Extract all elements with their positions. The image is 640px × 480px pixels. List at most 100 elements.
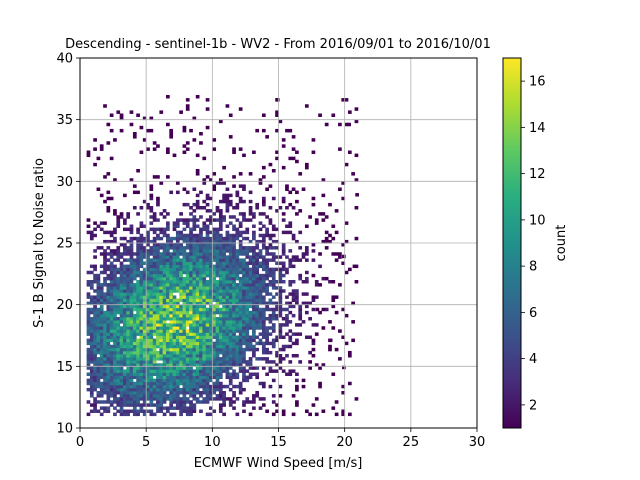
heatmap-cell	[149, 187, 154, 191]
heatmap-cell	[126, 313, 131, 318]
heatmap-cell	[152, 264, 157, 269]
heatmap-cell	[119, 270, 124, 275]
heatmap-cell	[175, 236, 180, 241]
heatmap-cell	[212, 350, 217, 355]
heatmap-cell	[212, 357, 217, 361]
heatmap-cell	[252, 289, 256, 293]
heatmap-cell	[215, 310, 220, 315]
heatmap-cell	[132, 258, 137, 262]
heatmap-cell	[99, 292, 104, 296]
heatmap-cell	[132, 184, 137, 188]
heatmap-cell	[113, 289, 117, 293]
heatmap-cell	[271, 310, 276, 315]
heatmap-cell	[126, 372, 131, 376]
heatmap-cell	[113, 397, 117, 401]
heatmap-cell	[242, 184, 246, 188]
heatmap-cell	[215, 239, 220, 244]
heatmap-cell	[159, 261, 164, 265]
heatmap-cell	[159, 403, 164, 407]
heatmap-cell	[166, 369, 170, 373]
heatmap-cell	[189, 230, 193, 235]
heatmap-cell	[232, 354, 236, 358]
heatmap-cell	[232, 261, 236, 265]
heatmap-cell	[209, 215, 213, 219]
heatmap-cell	[126, 212, 131, 216]
heatmap-cell	[132, 400, 137, 404]
heatmap-cell	[212, 258, 217, 262]
heatmap-cell	[185, 344, 190, 349]
heatmap-cell	[136, 286, 140, 290]
heatmap-cell	[166, 289, 170, 293]
heatmap-cell	[96, 292, 101, 296]
heatmap-cell	[139, 360, 144, 364]
heatmap-cell	[232, 394, 236, 398]
heatmap-cell	[159, 227, 164, 232]
heatmap-cell	[96, 394, 101, 398]
heatmap-cell	[182, 249, 187, 253]
heatmap-cell	[106, 375, 111, 380]
heatmap-cell	[93, 221, 97, 225]
heatmap-cell	[192, 387, 197, 392]
heatmap-cell	[209, 301, 213, 306]
heatmap-cell	[152, 384, 157, 389]
heatmap-cell	[142, 304, 147, 309]
heatmap-cell	[252, 347, 256, 352]
heatmap-cell	[268, 298, 273, 302]
heatmap-cell	[202, 366, 207, 370]
heatmap-cell	[89, 286, 94, 290]
heatmap-cell	[291, 233, 296, 238]
heatmap-cell	[103, 104, 107, 108]
heatmap-cell	[281, 249, 286, 253]
heatmap-cell	[116, 329, 121, 333]
heatmap-cell	[156, 363, 160, 367]
heatmap-cell	[159, 347, 164, 352]
heatmap-cell	[156, 243, 160, 247]
heatmap-cell	[258, 295, 263, 299]
heatmap-cell	[119, 298, 124, 302]
heatmap-cell	[238, 258, 243, 262]
heatmap-cell	[212, 286, 217, 290]
heatmap-cell	[248, 313, 253, 318]
heatmap-cell	[169, 363, 174, 367]
heatmap-cell	[149, 320, 154, 324]
heatmap-cell	[271, 252, 276, 256]
heatmap-cell	[195, 280, 200, 284]
heatmap-cell	[291, 304, 296, 309]
heatmap-cell	[195, 326, 200, 330]
heatmap-cell	[222, 298, 226, 302]
heatmap-cell	[212, 391, 217, 395]
heatmap-cell	[179, 329, 183, 333]
heatmap-cell	[123, 363, 127, 367]
heatmap-cell	[159, 307, 164, 312]
heatmap-cell	[136, 320, 140, 324]
heatmap-cell	[318, 366, 322, 370]
heatmap-cell	[169, 384, 174, 389]
heatmap-cell	[136, 295, 140, 299]
heatmap-cell	[225, 347, 230, 352]
heatmap-cell	[166, 264, 170, 269]
heatmap-cell	[103, 276, 107, 281]
heatmap-cell	[106, 317, 111, 321]
heatmap-cell	[311, 323, 316, 327]
heatmap-cell	[242, 153, 246, 158]
heatmap-cell	[172, 249, 177, 253]
heatmap-cell	[136, 310, 140, 315]
heatmap-cell	[252, 267, 256, 272]
heatmap-cell	[149, 292, 154, 296]
heatmap-cell	[119, 128, 124, 133]
heatmap-cell	[291, 280, 296, 284]
heatmap-cell	[156, 261, 160, 265]
heatmap-cell	[331, 280, 336, 284]
heatmap-cell	[199, 341, 203, 346]
heatmap-cell	[99, 412, 104, 417]
heatmap-cell	[129, 239, 134, 244]
heatmap-cell	[281, 307, 286, 312]
heatmap-cell	[258, 338, 263, 343]
heatmap-cell	[228, 113, 233, 117]
heatmap-cell	[146, 298, 150, 302]
heatmap-cell	[212, 381, 217, 386]
heatmap-cell	[159, 341, 164, 346]
heatmap-cell	[159, 212, 164, 216]
heatmap-cell	[245, 304, 250, 309]
heatmap-cell	[232, 246, 236, 250]
